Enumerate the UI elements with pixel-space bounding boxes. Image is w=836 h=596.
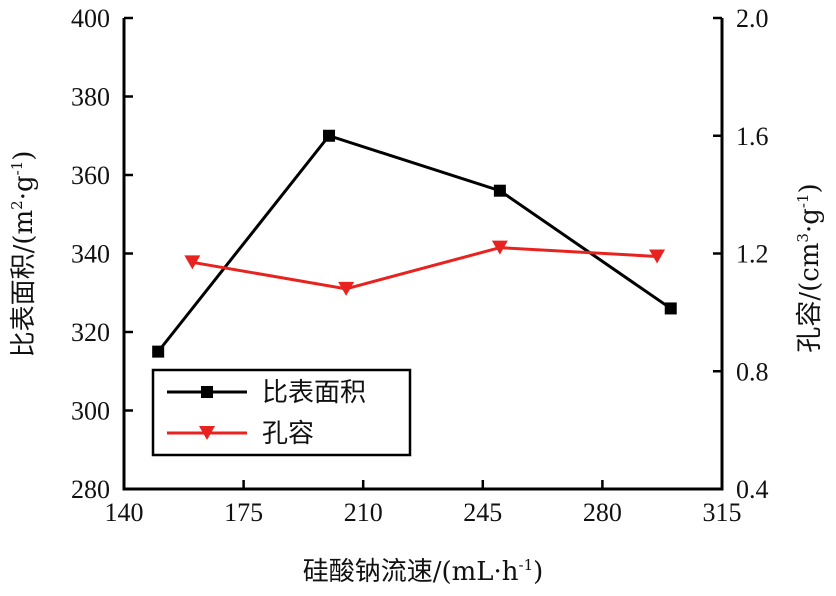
axis-ticks: 140 175 210 245 280 315 280 300 320 340 360 380 400 0… [71, 4, 769, 527]
y-left-tick-label: 400 [71, 4, 110, 33]
data-point-pore-volume [491, 240, 508, 255]
data-point-surface-area [152, 345, 165, 358]
y-right-tick-label: 1.6 [736, 122, 769, 151]
series-line-pore-volume [192, 246, 658, 291]
y-left-tick-label: 280 [71, 475, 110, 504]
x-tick-label: 140 [105, 498, 144, 527]
legend-item-pore-volume: 孔容 [167, 419, 314, 449]
legend-item-surface-area: 比表面积 [167, 378, 366, 408]
legend: 比表面积 孔容 [151, 368, 412, 457]
x-tick-label: 210 [344, 498, 383, 527]
y-left-axis-title: 比表面积/(m2·g-1) [8, 151, 39, 358]
y-left-tick-label: 380 [71, 83, 110, 112]
legend-box [151, 368, 412, 457]
x-tick-label: 175 [224, 498, 263, 527]
data-point-surface-area [664, 302, 677, 315]
x-tick-label: 280 [583, 498, 622, 527]
series-line-surface-area [156, 134, 672, 353]
y-left-tick-label: 340 [71, 240, 110, 269]
y-right-axis-title: 孔容/(cm3·g-1) [794, 183, 825, 352]
y-right-tick-label: 0.4 [736, 475, 769, 504]
legend-label-pore-volume: 孔容 [262, 419, 314, 449]
legend-marker-pore-volume [199, 426, 215, 440]
x-tick-label: 315 [703, 498, 742, 527]
series-layer [152, 129, 677, 358]
y-left-tick-label: 360 [71, 161, 110, 190]
data-point-pore-volume [649, 249, 666, 264]
y-right-tick-label: 2.0 [736, 4, 769, 33]
x-axis-title: 硅酸钠流速/(mL·h-1) [303, 556, 544, 587]
y-left-tick-label: 320 [71, 318, 110, 347]
data-point-surface-area [493, 184, 506, 197]
legend-marker-surface-area [201, 386, 213, 398]
x-tick-label: 245 [463, 498, 502, 527]
data-point-pore-volume [184, 255, 201, 270]
y-left-tick-label: 300 [71, 397, 110, 426]
legend-label-surface-area: 比表面积 [262, 378, 366, 408]
data-point-pore-volume [338, 281, 355, 296]
y-right-tick-label: 0.8 [736, 357, 769, 386]
y-right-tick-label: 1.2 [736, 240, 769, 269]
data-point-surface-area [323, 129, 336, 142]
